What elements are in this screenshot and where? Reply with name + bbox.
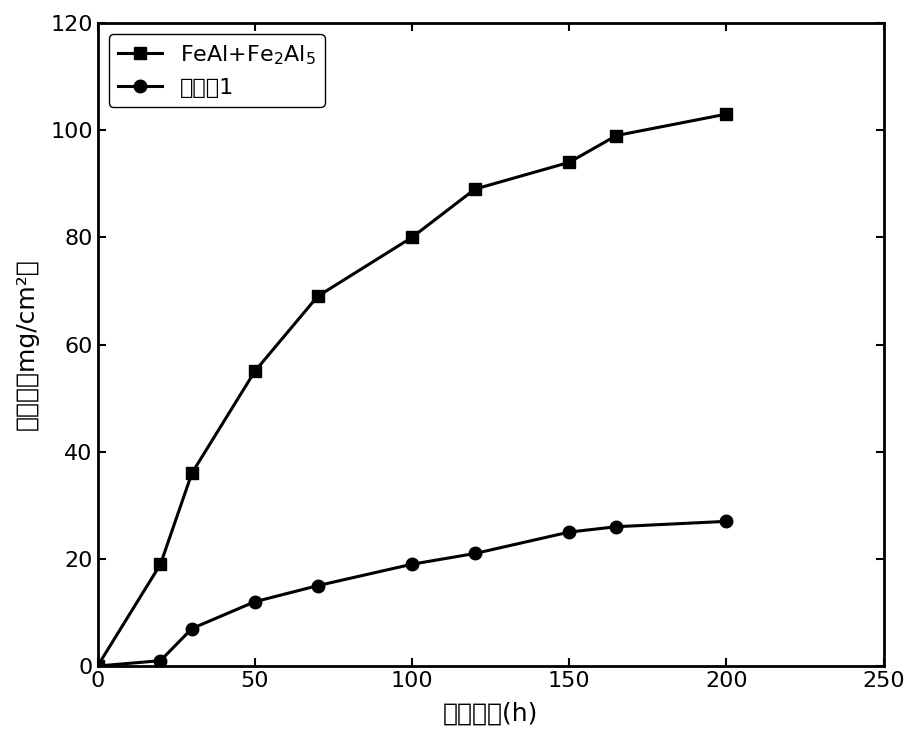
X-axis label: 时　间　(h): 时 间 (h) bbox=[442, 702, 538, 726]
实施例1 bbox=[92, 662, 103, 671]
实施例1 bbox=[187, 624, 198, 633]
FeAl+Fe₂Al₅ bbox=[563, 158, 574, 167]
FeAl+Fe₂Al₅ bbox=[610, 131, 621, 140]
实施例1 bbox=[563, 528, 574, 536]
实施例1 bbox=[312, 581, 323, 590]
FeAl+Fe₂Al₅ bbox=[187, 468, 198, 477]
Line: FeAl+Fe₂Al₅: FeAl+Fe₂Al₅ bbox=[91, 108, 732, 672]
Y-axis label: 增重量（mg/cm²）: 增重量（mg/cm²） bbox=[15, 259, 39, 431]
FeAl+Fe₂Al₅ bbox=[92, 662, 103, 671]
实施例1 bbox=[154, 657, 165, 665]
实施例1 bbox=[469, 549, 480, 558]
实施例1 bbox=[610, 522, 621, 531]
FeAl+Fe₂Al₅ bbox=[469, 185, 480, 193]
FeAl+Fe₂Al₅ bbox=[154, 559, 165, 568]
实施例1 bbox=[406, 559, 417, 568]
Legend: FeAl+Fe$_2$Al$_5$, 实施例1: FeAl+Fe$_2$Al$_5$, 实施例1 bbox=[108, 34, 324, 107]
FeAl+Fe₂Al₅ bbox=[249, 367, 260, 376]
实施例1 bbox=[249, 597, 260, 606]
实施例1 bbox=[720, 517, 732, 526]
Line: 实施例1: 实施例1 bbox=[91, 515, 732, 672]
FeAl+Fe₂Al₅ bbox=[720, 110, 732, 119]
FeAl+Fe₂Al₅ bbox=[312, 292, 323, 301]
FeAl+Fe₂Al₅ bbox=[406, 233, 417, 242]
